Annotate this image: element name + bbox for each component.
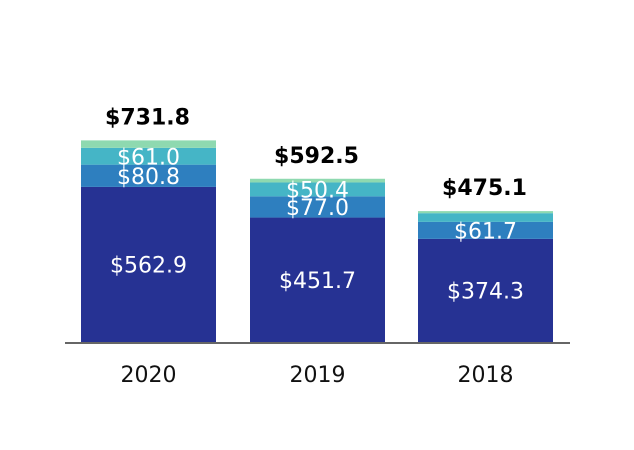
- bar-segment-2020-s1: [81, 186, 216, 342]
- bar-segment-2020-s4: [81, 140, 216, 148]
- segment-label-2020-s1: $562.9: [110, 253, 187, 278]
- bar-segment-2018-s4: [418, 211, 553, 214]
- x-tick-labels-group: 2020 2019 2018: [121, 363, 514, 388]
- bar-segment-2020-s2: [81, 164, 216, 187]
- bar-segment-2019-s4: [250, 178, 385, 183]
- bar-segment-2019-s2: [250, 196, 385, 218]
- bar-segment-2018-s2: [418, 221, 553, 239]
- segment-labels-group: $562.9 $80.8$61.0 $451.7 $77.0$50.4 $374.3 $6…: [110, 145, 524, 304]
- bar-segment-2019-s3: [250, 182, 385, 197]
- segment-label-2020-s2: $80.8: [117, 165, 180, 190]
- total-label-2018: $475.1: [442, 176, 527, 201]
- bar-segment-2018-s1: [418, 238, 553, 342]
- segment-label-2018-s1: $374.3: [447, 279, 524, 304]
- segment-label-2018-s2: $61.7: [454, 219, 517, 244]
- total-labels-group: $731.8 $592.5 $475.1: [105, 105, 527, 201]
- bar-segment-2019-s1: [250, 217, 385, 342]
- segment-label-2019-s3: $50.4: [286, 178, 349, 203]
- bars-group: [81, 140, 553, 342]
- bar-segment-2018-s3: [418, 213, 553, 222]
- segment-label-2020-s3: $61.0: [117, 145, 180, 170]
- segment-label-2019-s2: $77.0: [286, 196, 349, 221]
- x-tick-label-2018: 2018: [458, 363, 514, 388]
- x-tick-label-2020: 2020: [121, 363, 177, 388]
- total-label-2019: $592.5: [274, 144, 359, 169]
- segment-label-2019-s1: $451.7: [279, 269, 356, 294]
- bar-segment-2020-s3: [81, 147, 216, 165]
- total-label-2020: $731.8: [105, 105, 190, 130]
- x-tick-label-2019: 2019: [290, 363, 346, 388]
